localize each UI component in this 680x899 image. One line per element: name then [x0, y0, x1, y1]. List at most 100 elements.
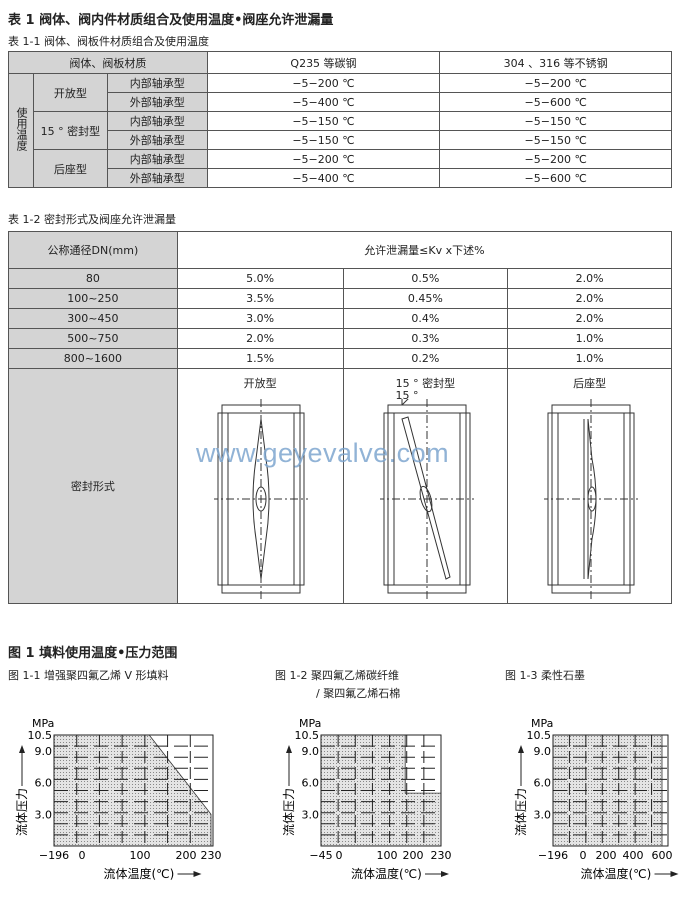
x-tick-label: 200	[403, 849, 424, 862]
packing-charts: 10.5 9.0 6.0 3.0 −196 0 100 200 230 MPa 流体压力流体温度(℃…	[15, 717, 679, 881]
bearing-type-cell: 内部轴承型	[106, 111, 208, 131]
x-tick-label: 230	[201, 849, 222, 862]
x-tick-label: 600	[652, 849, 673, 862]
table-row: 500~750 2.0% 0.3% 1.0%	[8, 328, 672, 349]
table-row: 300~450 3.0% 0.4% 2.0%	[8, 308, 672, 329]
dn-cell: 500~750	[8, 328, 178, 349]
leakage-cell: 0.2%	[342, 348, 509, 369]
chart2-title: 图 1-2 聚四氟乙烯碳纤维	[275, 669, 399, 682]
carbon-temp-cell: −5−150 ℃	[206, 111, 441, 131]
side-label: 使用温度	[14, 107, 28, 151]
table-row: 后座型 内部轴承型 −5−200 ℃ −5−200 ℃	[9, 149, 672, 188]
leakage-cell: 2.0%	[176, 328, 344, 349]
table-row: 15 ° 密封型 内部轴承型 −5−150 ℃ −5−150 ℃	[9, 111, 672, 150]
table-row: 外部轴承型 −5−400 ℃ −5−600 ℃	[9, 168, 672, 188]
table-row: 外部轴承型 −5−150 ℃ −5−150 ℃	[9, 130, 672, 150]
back-seat-valve-drawing	[544, 399, 639, 599]
15deg-valve-drawing	[379, 399, 474, 599]
y-axis-label: 流体压力	[15, 788, 29, 836]
x-arrow-head-icon	[193, 871, 202, 877]
bearing-type-cell: 内部轴承型	[106, 149, 208, 169]
side-label-cell: 使用温度	[8, 73, 34, 188]
seal-form-label: 密封形式	[8, 368, 178, 604]
leakage-cell: 1.5%	[176, 348, 344, 369]
leakage-cell: 3.0%	[176, 308, 344, 329]
x-tick-label: 230	[431, 849, 452, 862]
bearing-type-cell: 内部轴承型	[106, 73, 208, 93]
table-row: 外部轴承型 −5−400 ℃ −5−600 ℃	[9, 92, 672, 112]
table-header-row: 阀体、阀板材质 Q235 等碳钢 304 、316 等不锈钢	[8, 51, 672, 74]
chart-3: 10.5 9.0 6.0 3.0 −196 0 200 400 600 MPa 流体压力流体温度(℃…	[514, 717, 679, 881]
x-tick-label: −196	[39, 849, 69, 862]
seal-type-label: 开放型	[243, 377, 277, 390]
carbon-temp-cell: −5−200 ℃	[206, 149, 441, 169]
y-tick-label: 6.0	[302, 777, 320, 790]
leakage-cell: 0.4%	[342, 308, 509, 329]
leakage-table: 公称通径DN(mm) 允许泄漏量≤Kv x下述% 80 5.0% 0.5% 2.0% 1…	[8, 231, 673, 604]
x-tick-label: 200	[596, 849, 617, 862]
y-tick-label: 9.0	[35, 745, 53, 758]
figure-title: 图 1 填料使用温度•压力范围	[8, 646, 178, 661]
stainless-temp-cell: −5−200 ℃	[439, 73, 672, 93]
x-axis-label: 流体温度(℃)	[351, 866, 422, 881]
x-tick-label: 200	[176, 849, 197, 862]
bearing-type-cell: 外部轴承型	[106, 168, 208, 188]
y-axis-label: 流体压力	[514, 788, 528, 836]
x-tick-label: −45	[309, 849, 332, 862]
carbon-temp-cell: −5−400 ℃	[206, 92, 441, 112]
dn-cell: 80	[8, 268, 178, 289]
x-tick-label: 400	[623, 849, 644, 862]
page-title: 表 1 阀体、阀内件材质组合及使用温度•阀座允许泄漏量	[8, 13, 334, 28]
stainless-temp-cell: −5−150 ℃	[439, 130, 672, 150]
y-unit: MPa	[531, 717, 553, 730]
table-row: 使用温度 开放型 内部轴承型 −5−200 ℃ −5−200 ℃	[8, 73, 672, 188]
leakage-cell: 2.0%	[507, 268, 672, 289]
y-arrow-head-icon	[518, 745, 524, 753]
y-arrow-head-icon	[286, 745, 292, 753]
chart-1: 10.5 9.0 6.0 3.0 −196 0 100 200 230 MPa 流体压力流体温度(℃…	[15, 717, 222, 881]
x-axis-label: 流体温度(℃)	[581, 866, 652, 881]
valve-type-cell: 开放型	[32, 73, 108, 112]
y-tick-label: 9.0	[534, 745, 552, 758]
seal-type-label: 后座型	[573, 377, 607, 390]
y-tick-label: 10.5	[527, 729, 552, 742]
x-arrow-head-icon	[670, 871, 679, 877]
leakage-cell: 0.3%	[342, 328, 509, 349]
x-tick-label: 100	[130, 849, 151, 862]
y-tick-label: 3.0	[534, 808, 552, 821]
leakage-cell: 2.0%	[507, 288, 672, 309]
carbon-temp-cell: −5−150 ℃	[206, 130, 441, 150]
y-tick-label: 9.0	[302, 745, 320, 758]
y-tick-label: 3.0	[302, 808, 320, 821]
open-type-valve-drawing	[213, 399, 308, 599]
y-tick-label: 3.0	[35, 808, 53, 821]
x-tick-label: −196	[538, 849, 568, 862]
seal-back-seat-cell: 后座型	[507, 368, 672, 604]
leakage-cell: 1.0%	[507, 328, 672, 349]
seal-form-row: 密封形式 开放型 15 ° 密封型 15 °	[8, 368, 672, 604]
y-tick-label: 10.5	[295, 729, 320, 742]
y-unit: MPa	[32, 717, 54, 730]
leakage-cell: 2.0%	[507, 308, 672, 329]
dn-cell: 100~250	[8, 288, 178, 309]
table2-caption: 表 1-2 密封形式及阀座允许泄漏量	[8, 213, 176, 226]
stainless-temp-cell: −5−200 ℃	[439, 149, 672, 169]
y-unit: MPa	[299, 717, 321, 730]
chart2-title-line2: / 聚四氟乙烯石棉	[316, 687, 401, 700]
x-tick-label: 0	[79, 849, 86, 862]
leakage-cell: 0.5%	[342, 268, 509, 289]
bearing-type-cell: 外部轴承型	[106, 130, 208, 150]
x-tick-label: 0	[336, 849, 343, 862]
header-stainless: 304 、316 等不锈钢	[439, 51, 672, 74]
leakage-cell: 5.0%	[176, 268, 344, 289]
table-header-row: 公称通径DN(mm) 允许泄漏量≤Kv x下述%	[8, 231, 673, 269]
leakage-cell: 1.0%	[507, 348, 672, 369]
y-axis-label: 流体压力	[282, 788, 296, 836]
y-arrow-head-icon	[19, 745, 25, 753]
material-temperature-table: 阀体、阀板材质 Q235 等碳钢 304 、316 等不锈钢 使用温度 开放型 内部…	[8, 51, 672, 188]
y-tick-label: 6.0	[35, 777, 53, 790]
seal-15deg-cell: 15 ° 密封型 15 °	[342, 368, 509, 604]
y-tick-label: 6.0	[534, 777, 552, 790]
